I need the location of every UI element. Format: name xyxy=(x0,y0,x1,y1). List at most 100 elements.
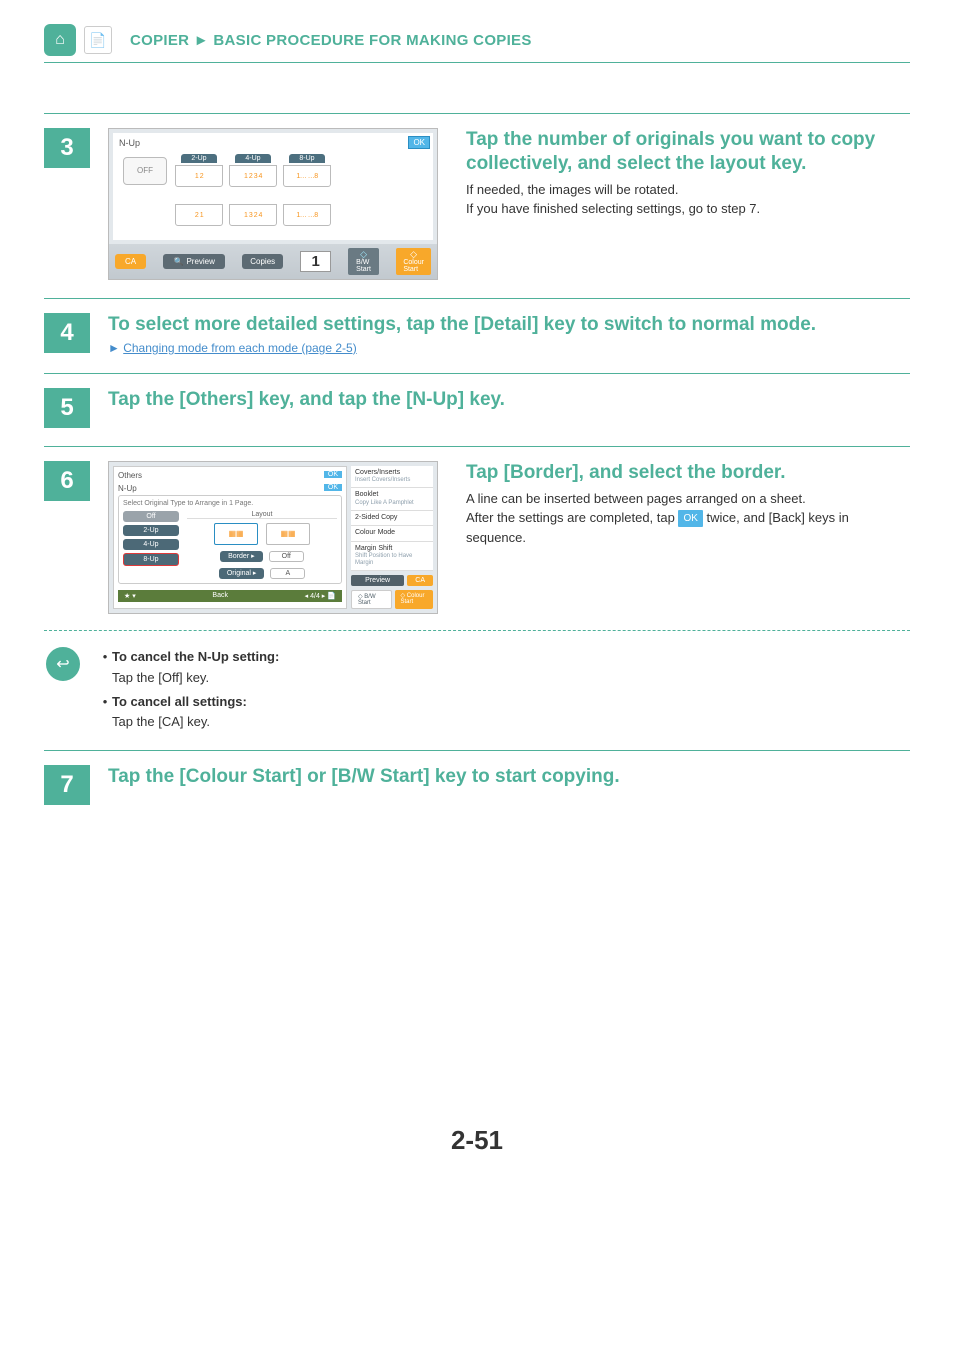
opt-label[interactable]: 2-Up xyxy=(181,154,216,163)
border-button[interactable]: Border ▸ xyxy=(220,551,262,562)
others-header: Others OK xyxy=(118,471,342,480)
step-divider xyxy=(44,446,910,447)
border-label: Border xyxy=(228,553,249,560)
copies-count[interactable]: 1 xyxy=(300,251,330,272)
side-sub: Insert Covers/Inserts xyxy=(355,477,429,484)
tip1-bold: To cancel the N-Up setting: xyxy=(112,649,279,664)
4up-pill[interactable]: 4-Up xyxy=(123,539,179,550)
ok-button[interactable]: OK xyxy=(324,471,342,478)
step3-screenshot: N-Up OK OFF 2-Up 1 2 4-Up 1 2 3 4 8-Up 1… …… xyxy=(108,128,438,280)
step5-title: Tap the [Others] key, and tap the [N-Up]… xyxy=(108,388,910,412)
step6-text2-wrap: After the settings are completed, tap OK… xyxy=(466,508,910,547)
bw-start-button[interactable]: ◇B/W Start xyxy=(348,248,379,275)
preview-button[interactable]: Preview xyxy=(351,575,404,586)
ok-button[interactable]: OK xyxy=(324,484,342,491)
side-sub: Copy Like A Pamphlet xyxy=(355,500,429,507)
layout-thumb[interactable]: ▦▦ xyxy=(266,523,310,545)
step3-text2: If you have finished selecting settings,… xyxy=(466,199,910,219)
step4-title: To select more detailed settings, tap th… xyxy=(108,313,910,337)
ok-button[interactable]: OK xyxy=(408,136,430,149)
breadcrumb-a: COPIER xyxy=(130,32,189,49)
bw-start-button[interactable]: ◇ B/W Start xyxy=(351,590,392,609)
2up-pill[interactable]: 2-Up xyxy=(123,525,179,536)
step-number: 6 xyxy=(44,461,90,501)
step-divider xyxy=(44,298,910,299)
off-pill[interactable]: Off xyxy=(123,511,179,522)
layout-title: Layout xyxy=(187,511,337,519)
side-title: Margin Shift xyxy=(355,545,429,553)
preview-button[interactable]: 🔍 Preview xyxy=(163,254,224,269)
original-button[interactable]: Original ▸ xyxy=(219,568,265,579)
side-title: Colour Mode xyxy=(355,529,429,537)
side-item[interactable]: Colour Mode xyxy=(351,526,433,541)
bw-label: B/W Start xyxy=(358,594,376,606)
panel-title: N-Up xyxy=(119,138,427,148)
ca-button[interactable]: CA xyxy=(115,254,146,269)
layout-thumb-selected[interactable]: ▦▦ xyxy=(214,523,258,545)
step3-text1: If needed, the images will be rotated. xyxy=(466,180,910,200)
side-sub: Shift Position to Have Margin xyxy=(355,553,429,567)
step-number: 5 xyxy=(44,388,90,428)
layout-icon[interactable]: 1 2 xyxy=(175,165,223,187)
layout-icon[interactable]: 1… …8 xyxy=(283,204,331,226)
step-4: 4 To select more detailed settings, tap … xyxy=(44,298,910,355)
nup-subtitle: Select Original Type to Arrange in 1 Pag… xyxy=(123,500,337,507)
nup-label: N-Up xyxy=(118,484,137,493)
others-label: Others xyxy=(118,471,142,480)
nup-header: N-Up OK xyxy=(118,484,342,493)
opt-label[interactable]: 4-Up xyxy=(235,154,270,163)
step6-screenshot: Others OK N-Up OK Select Original Type to … xyxy=(108,461,438,615)
step-divider xyxy=(44,373,910,374)
colour-start-button[interactable]: ◇Colour Start xyxy=(396,248,431,275)
opt-label[interactable]: 8-Up xyxy=(289,154,324,163)
side-item[interactable]: Covers/InsertsInsert Covers/Inserts xyxy=(351,466,433,489)
ca-button[interactable]: CA xyxy=(407,575,433,586)
breadcrumb-sep: ► xyxy=(194,32,209,49)
border-off[interactable]: Off xyxy=(269,551,304,562)
header-divider xyxy=(44,62,910,63)
tip-block: ↩ •To cancel the N-Up setting: Tap the [… xyxy=(44,647,910,732)
tip-icon: ↩ xyxy=(46,647,80,681)
step-number: 4 xyxy=(44,313,90,353)
preview-label: Preview xyxy=(186,257,214,266)
layout-icon[interactable]: 1 2 3 4 xyxy=(229,165,277,187)
tip2-text: Tap the [CA] key. xyxy=(98,712,279,732)
8up-pill[interactable]: 8-Up xyxy=(123,553,179,566)
layout-icon[interactable]: 1 3 2 4 xyxy=(229,204,277,226)
step6-title: Tap [Border], and select the border. xyxy=(466,461,910,485)
original-value[interactable]: A xyxy=(270,568,305,579)
step-5: 5 Tap the [Others] key, and tap the [N-U… xyxy=(44,373,910,428)
original-label: Original xyxy=(227,570,251,577)
step6-text2a: After the settings are completed, tap xyxy=(466,510,678,525)
step4-link-row: ► Changing mode from each mode (page 2-5… xyxy=(108,341,910,355)
step7-title: Tap the [Colour Start] or [B/W Start] ke… xyxy=(108,765,910,789)
breadcrumb: COPIER ► BASIC PROCEDURE FOR MAKING COPI… xyxy=(130,32,532,49)
step-divider xyxy=(44,750,910,751)
dashed-divider xyxy=(44,630,910,631)
step6-text1: A line can be inserted between pages arr… xyxy=(466,489,910,509)
changing-mode-link[interactable]: Changing mode from each mode (page 2-5) xyxy=(123,341,356,355)
side-item[interactable]: 2-Sided Copy xyxy=(351,511,433,526)
step-divider xyxy=(44,113,910,114)
step-3: 3 N-Up OK OFF 2-Up1 2 4-Up1 2 3 4 8-Up1…… xyxy=(44,113,910,280)
page-number: 2-51 xyxy=(44,1125,910,1156)
side-item[interactable]: Margin ShiftShift Position to Have Margi… xyxy=(351,542,433,572)
tip1-text: Tap the [Off] key. xyxy=(98,668,279,688)
copies-label: Copies xyxy=(242,254,283,269)
bw-start-label: B/W Start xyxy=(356,259,371,273)
side-title: 2-Sided Copy xyxy=(355,514,429,522)
layout-icon[interactable]: 1… …8 xyxy=(283,165,331,187)
step-number: 7 xyxy=(44,765,90,805)
copier-icon[interactable]: 📄 xyxy=(84,26,112,54)
colour-start-button[interactable]: ◇ Colour Start xyxy=(395,590,434,609)
colour-label: Colour Start xyxy=(401,593,425,605)
home-icon[interactable]: ⌂ xyxy=(44,24,76,56)
off-button[interactable]: OFF xyxy=(123,157,167,185)
side-item[interactable]: BookletCopy Like A Pamphlet xyxy=(351,488,433,511)
breadcrumb-b: BASIC PROCEDURE FOR MAKING COPIES xyxy=(213,32,531,49)
back-button[interactable]: Back xyxy=(212,592,228,599)
layout-icon[interactable]: 2 1 xyxy=(175,204,223,226)
page-header: ⌂ 📄 COPIER ► BASIC PROCEDURE FOR MAKING … xyxy=(44,24,910,56)
side-title: Covers/Inserts xyxy=(355,469,429,477)
tip2-bold: To cancel all settings: xyxy=(112,694,247,709)
